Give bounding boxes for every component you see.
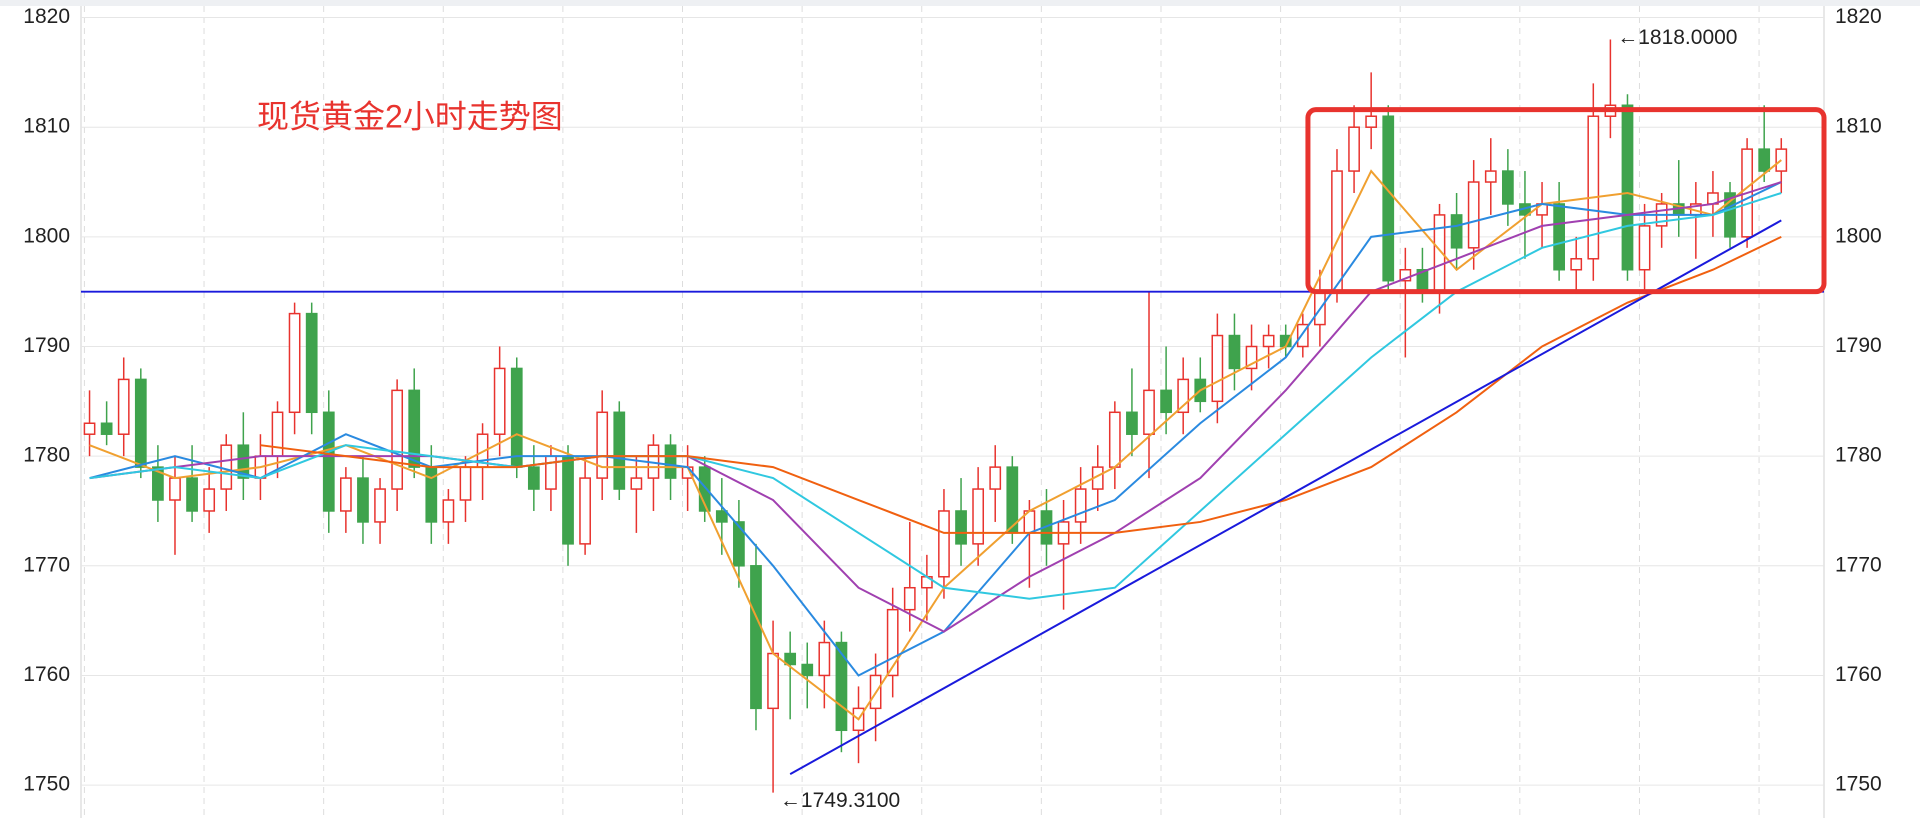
y-tick-label: 1820: [23, 5, 70, 28]
candle-body: [288, 312, 301, 414]
candle-body: [1724, 192, 1736, 238]
candle-body: [1211, 334, 1224, 403]
candle-body: [1365, 115, 1378, 128]
candle-body: [527, 466, 540, 490]
y2-tick-label: 1800: [1835, 224, 1882, 247]
y-tick-label: 1760: [23, 663, 70, 686]
candle-body: [903, 586, 916, 611]
annotation-label: ←1818.0000: [1617, 26, 1737, 49]
y2-tick-label: 1780: [1835, 444, 1882, 467]
candle-body: [1262, 334, 1275, 348]
candle-body: [237, 444, 250, 479]
top-strip: [0, 0, 1920, 6]
y-tick-label: 1750: [23, 773, 70, 796]
candle-body: [1228, 334, 1241, 370]
candle-body: [493, 367, 506, 435]
chart-title: 现货黄金2小时走势图: [257, 98, 563, 134]
candle-body: [613, 411, 626, 490]
candle-body: [152, 466, 164, 501]
candle-body: [562, 455, 574, 545]
candle-body: [579, 477, 591, 545]
candle-body: [938, 510, 950, 578]
moving-average-line: [89, 181, 1782, 633]
candle-body: [733, 521, 745, 567]
candle-body: [83, 422, 96, 435]
candle-body: [322, 411, 335, 512]
candle-body: [1450, 214, 1463, 249]
candle-body: [1570, 258, 1583, 271]
candle-body: [391, 389, 404, 490]
candle-body: [510, 367, 523, 468]
candle-body: [1143, 389, 1155, 435]
y2-tick-label: 1820: [1835, 5, 1882, 28]
candle-body: [1501, 170, 1514, 205]
candle-body: [1108, 411, 1121, 468]
candle-body: [339, 477, 352, 512]
candle-body: [955, 510, 967, 545]
candle-body: [1553, 203, 1566, 271]
candle-body: [271, 411, 284, 457]
y2-tick-label: 1760: [1835, 663, 1882, 686]
candle-body: [1245, 345, 1258, 370]
candle-body: [989, 466, 1002, 490]
y2-tick-label: 1790: [1835, 334, 1882, 357]
highlight-box: [1305, 107, 1827, 295]
candle-body: [1467, 181, 1480, 249]
candle-body: [442, 499, 455, 523]
candle-body: [1484, 170, 1497, 183]
candle-body: [1296, 323, 1309, 348]
candle-body: [1331, 170, 1343, 293]
candle-body: [169, 477, 181, 501]
candle-body: [886, 608, 899, 677]
y-tick-label: 1780: [23, 444, 70, 467]
y2-tick-label: 1810: [1835, 115, 1882, 138]
moving-average-line: [89, 192, 1782, 600]
y2-tick-label: 1750: [1835, 773, 1882, 796]
candle-body: [100, 422, 113, 435]
candle-body: [357, 477, 369, 523]
candle-body: [1160, 389, 1172, 414]
candle-body: [117, 378, 130, 435]
candle-body: [1621, 104, 1634, 271]
candle-body: [818, 641, 831, 677]
trend-line: [789, 219, 1782, 776]
candle-body: [1638, 225, 1651, 271]
candle-body: [134, 378, 147, 468]
y-tick-label: 1770: [23, 553, 70, 576]
candle-body: [801, 663, 814, 677]
annotation-label: ←1749.3100: [780, 789, 900, 812]
candle-body: [186, 477, 198, 512]
candle-body: [630, 477, 643, 490]
candle-body: [596, 411, 609, 479]
candle-body: [835, 641, 848, 732]
candle-body: [1399, 268, 1412, 282]
candle-body: [220, 444, 233, 490]
candle-body: [459, 466, 472, 501]
candle-body: [1177, 378, 1190, 414]
candle-body: [408, 389, 421, 468]
y-tick-label: 1800: [23, 224, 70, 247]
candle-body: [972, 488, 985, 545]
y-tick-label: 1790: [23, 334, 70, 357]
candle-body: [664, 444, 677, 479]
moving-average-line: [260, 235, 1782, 534]
candle-body: [1382, 115, 1395, 282]
y-tick-label: 1810: [23, 115, 70, 138]
candle-body: [1758, 148, 1771, 172]
candle-body: [374, 488, 386, 523]
candle-body: [545, 455, 557, 490]
candle-body: [203, 488, 216, 512]
candle-body: [1126, 411, 1138, 435]
candle-body: [784, 652, 797, 666]
candle-body: [767, 652, 779, 710]
candle-body: [1587, 115, 1600, 260]
candle-body: [715, 510, 728, 523]
y2-tick-label: 1770: [1835, 553, 1882, 576]
candle-body: [750, 565, 762, 710]
candle-body: [1074, 488, 1087, 523]
candle-body: [1348, 126, 1360, 172]
candle-body: [305, 312, 318, 414]
candle-body: [698, 466, 711, 512]
